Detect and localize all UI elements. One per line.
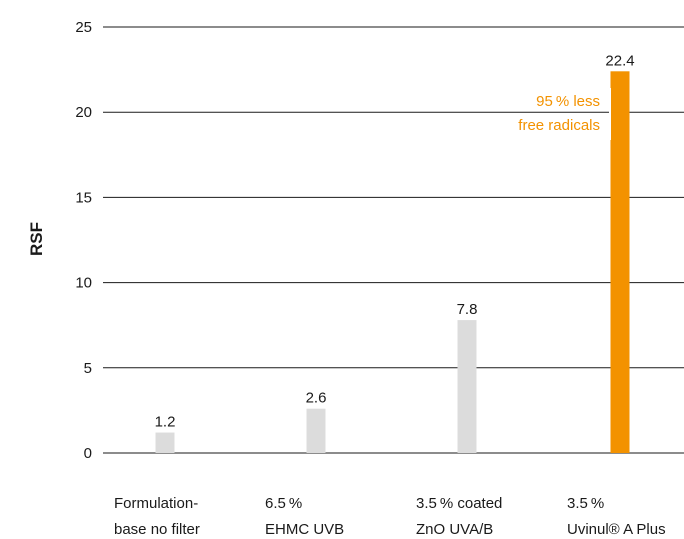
category-label: base no filter [114, 521, 200, 538]
y-axis-ticks: 0 5 10 15 20 25 [75, 19, 92, 462]
annotation-text: free radicals [518, 117, 600, 134]
bar [610, 71, 630, 453]
data-label: 1.2 [155, 414, 176, 431]
category-label: 6.5 % [265, 495, 302, 512]
y-tick-label: 5 [84, 360, 92, 377]
y-tick-label: 20 [75, 104, 92, 121]
y-tick-label: 25 [75, 19, 92, 36]
y-tick-label: 15 [75, 189, 92, 206]
category-label: 3.5 % coated [416, 495, 502, 512]
y-tick-label: 10 [75, 275, 92, 292]
bar [457, 320, 477, 453]
data-label: 2.6 [306, 390, 327, 407]
bar [155, 432, 175, 453]
category-label: 3.5 % [567, 495, 604, 512]
data-label: 7.8 [457, 301, 478, 318]
y-tick-label: 0 [84, 445, 92, 462]
data-label: 22.4 [605, 52, 634, 69]
annotation: 95 % less free radicals [518, 88, 611, 140]
category-label: EHMC UVB [265, 521, 344, 538]
gridlines [103, 26, 684, 454]
category-label: ZnO UVA/B [416, 521, 493, 538]
bars [155, 71, 630, 453]
data-labels: 1.2 2.6 7.8 22.4 [155, 52, 635, 430]
category-labels: Formulation-base no filter 6.5 % EHMC UVB 3… [114, 495, 666, 538]
bar [306, 408, 326, 453]
y-axis-label: RSF [27, 222, 46, 256]
category-label: Formulation- [114, 495, 198, 512]
category-label: Uvinul® A Plus [567, 521, 666, 538]
annotation-text: 95 % less [536, 93, 600, 110]
